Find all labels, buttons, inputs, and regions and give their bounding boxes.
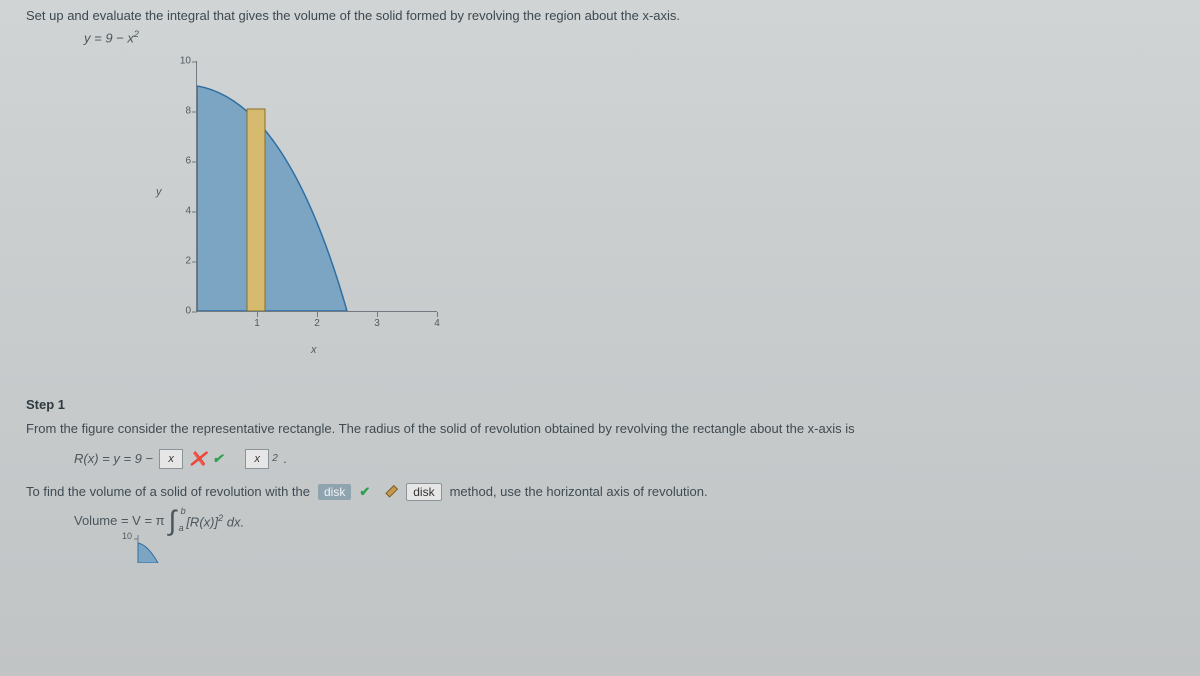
- int-lower: a: [179, 526, 184, 531]
- pencil-icon: [381, 482, 401, 502]
- problem-prompt: Set up and evaluate the integral that gi…: [26, 8, 1174, 23]
- rx-exponent: 2: [272, 453, 278, 464]
- y-axis-label: y: [156, 186, 162, 198]
- check-icon: ✔: [212, 451, 223, 467]
- xtick: 2: [312, 318, 322, 329]
- ytick: 0: [169, 306, 191, 317]
- strike-icon: ❌: [190, 451, 206, 467]
- ytick: 10: [169, 56, 191, 67]
- plot-area: 10 8 6 4 2 0 1 2 3 4: [196, 61, 437, 312]
- equation-exponent: 2: [134, 29, 139, 39]
- vol-integrand: [R(x)]: [186, 514, 218, 529]
- ytick: 6: [169, 156, 191, 167]
- volume-formula: Volume = V = π ∫ b a [R(x)]2 dx.: [74, 513, 1174, 530]
- ytick: 2: [169, 256, 191, 267]
- int-upper: b: [181, 509, 186, 514]
- rx-period: .: [284, 451, 288, 466]
- second-chart-fragment: 10: [124, 535, 164, 563]
- equation-lhs: y = 9 − x: [84, 30, 134, 45]
- method-pretext: To find the volume of a solid of revolut…: [26, 484, 310, 499]
- representative-rectangle: [247, 109, 265, 311]
- region-svg: [197, 61, 437, 311]
- step-heading: Step 1: [26, 397, 1174, 412]
- vol-prefix: Volume = V = π: [74, 513, 165, 528]
- xtick: 4: [432, 318, 442, 329]
- mini-ytick: 10: [122, 531, 132, 541]
- answer-box-2[interactable]: x: [245, 449, 269, 469]
- rx-prefix: R(x) = y = 9 −: [74, 451, 153, 466]
- integral-icon: ∫ b a: [169, 513, 183, 530]
- disk-badge-2[interactable]: disk: [406, 483, 441, 501]
- step-explanation: From the figure consider the representat…: [26, 420, 1174, 438]
- curve-region: [197, 86, 347, 311]
- vol-dx: dx.: [223, 514, 244, 529]
- xtick: 1: [252, 318, 262, 329]
- given-equation: y = 9 − x2: [84, 29, 1174, 45]
- region-chart: y x 10 8 6 4 2 0 1 2 3 4: [156, 51, 456, 351]
- radius-expression: R(x) = y = 9 − x ❌ ✔ x 2 .: [74, 449, 1174, 469]
- xtick: 3: [372, 318, 382, 329]
- answer-box-1[interactable]: x: [159, 449, 183, 469]
- method-line: To find the volume of a solid of revolut…: [26, 483, 1174, 501]
- method-posttext: method, use the horizontal axis of revol…: [450, 484, 708, 499]
- disk-badge-1[interactable]: disk: [318, 484, 351, 500]
- ytick: 4: [169, 206, 191, 217]
- x-axis-label: x: [311, 344, 317, 356]
- check-icon: ✔: [359, 484, 370, 500]
- ytick: 8: [169, 106, 191, 117]
